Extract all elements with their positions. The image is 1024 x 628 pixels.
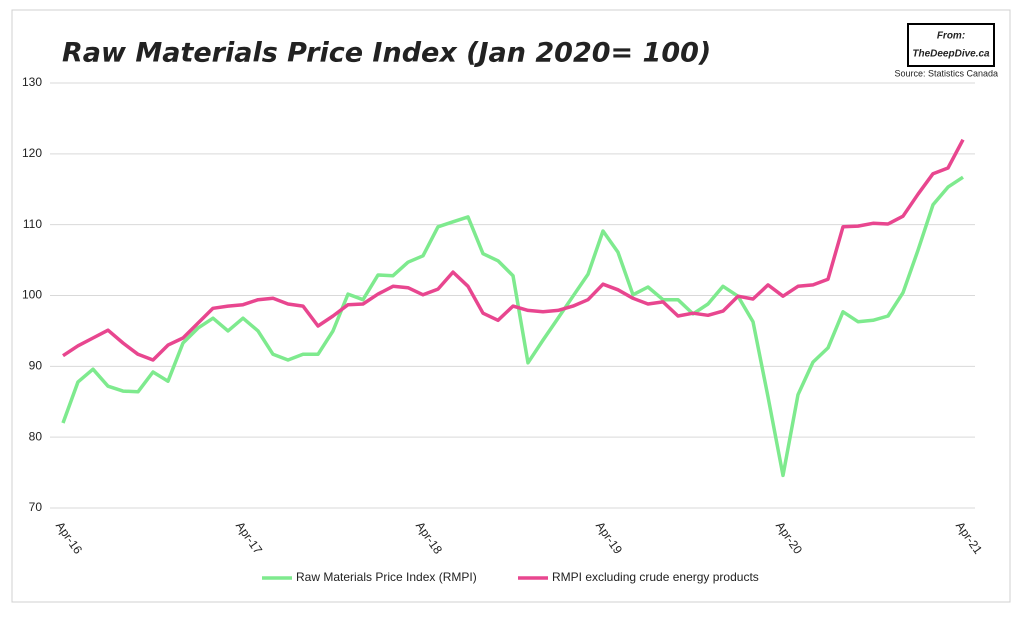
y-tick-label: 130 — [22, 75, 42, 89]
legend-label: RMPI excluding crude energy products — [552, 570, 759, 584]
logo-line: From: — [937, 31, 965, 42]
y-tick-label: 100 — [22, 288, 42, 302]
chart-title: Raw Materials Price Index (Jan 2020= 100… — [62, 38, 711, 69]
y-tick-label: 70 — [29, 500, 43, 514]
legend-label: Raw Materials Price Index (RMPI) — [296, 570, 477, 584]
logo-line: TheDeepDive.ca — [912, 49, 990, 60]
series-line — [62, 138, 965, 362]
y-tick-label: 90 — [29, 359, 43, 373]
series-line — [61, 175, 964, 478]
logo-box — [907, 23, 995, 67]
y-tick-label: 120 — [22, 146, 42, 160]
y-tick-label: 80 — [29, 429, 43, 443]
y-tick-label: 110 — [23, 217, 42, 231]
source-note: Source: Statistics Canada — [894, 68, 998, 78]
